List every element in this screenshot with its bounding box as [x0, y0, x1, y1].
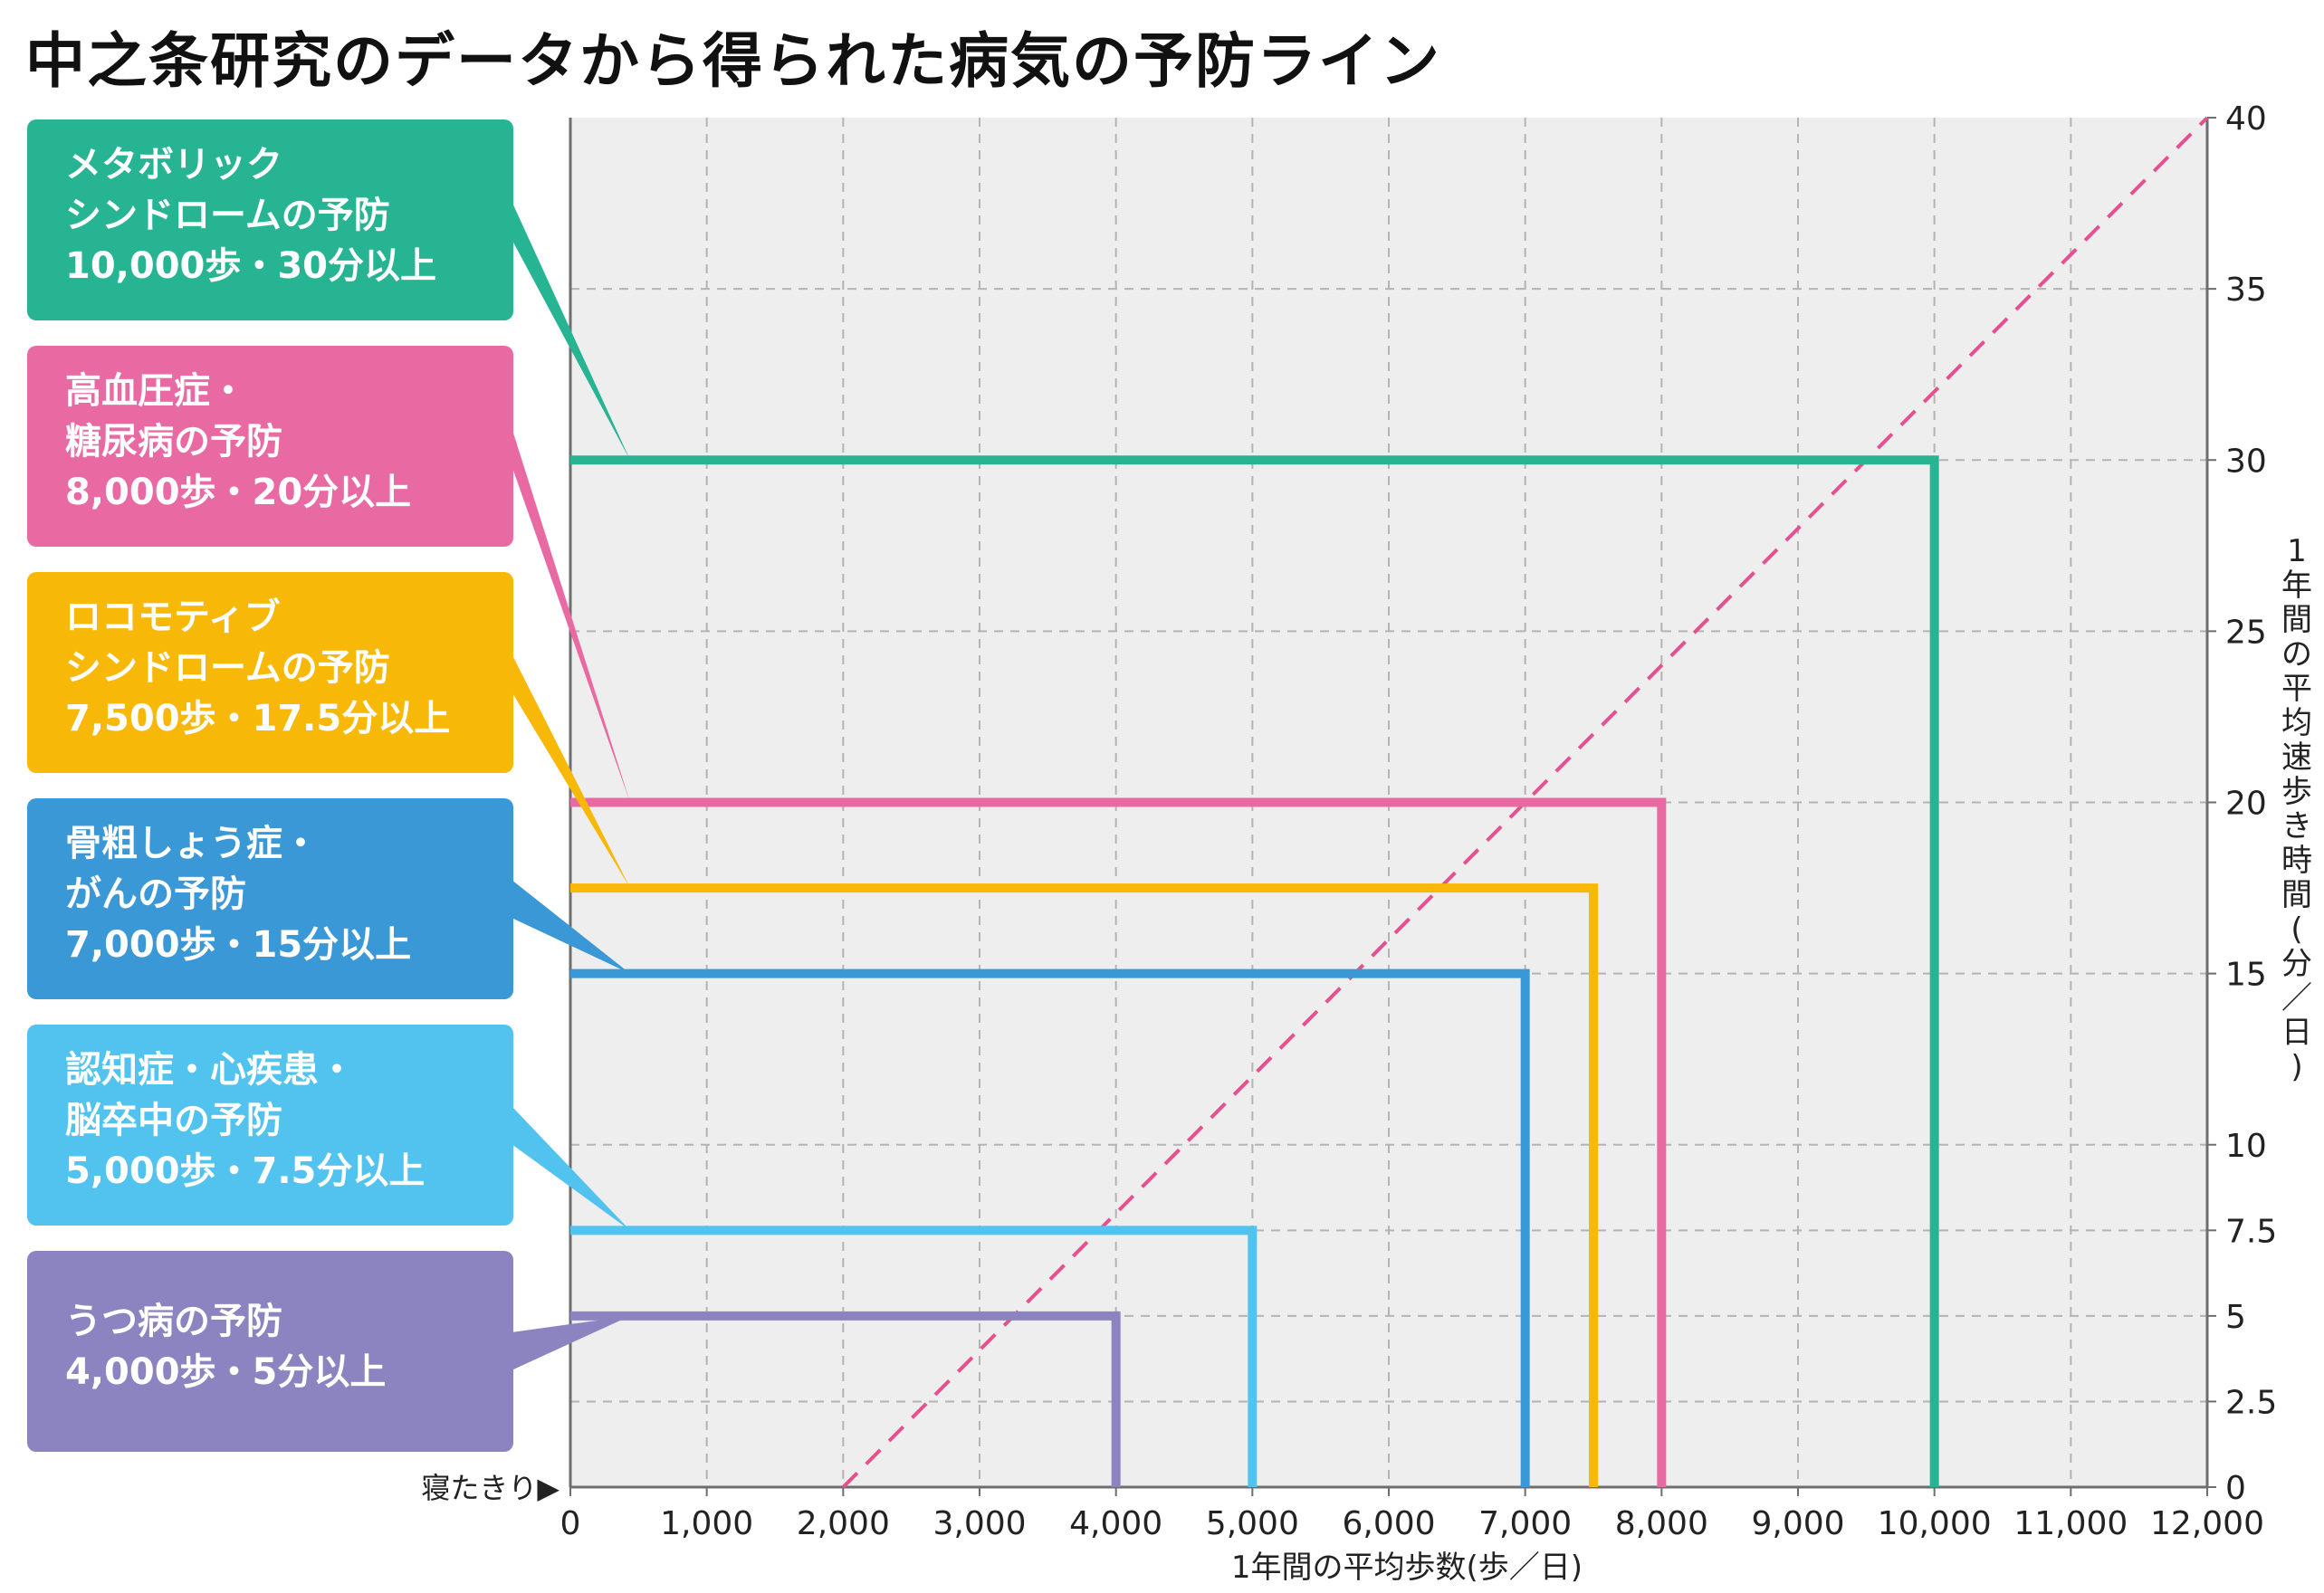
- x-tick-label: 7,000: [1478, 1505, 1572, 1542]
- legend-text-line: 高血圧症・: [65, 370, 246, 412]
- x-tick-label: 9,000: [1751, 1505, 1844, 1542]
- x-tick-label: 1,000: [660, 1505, 753, 1542]
- tick-labels: 0 1,000 2,000 3,000 4,000 5,000 6,000 7,000 8,00…: [421, 100, 2312, 1586]
- legend-pointer: [512, 427, 630, 803]
- legend-box: 骨粗しょう症・ がんの予防 7,000歩・15分以上: [27, 798, 513, 999]
- legend-text-line: シンドロームの予防: [65, 647, 390, 689]
- legend-box: 認知症・心疾患・ 脳卒中の予防 5,000歩・7.5分以上: [27, 1025, 513, 1226]
- y-axis-label: 1 年間の平均速歩き時間(分／日): [2281, 533, 2312, 1085]
- legend-text-line: 骨粗しょう症・: [65, 823, 319, 864]
- legend-text-line: 8,000歩・20分以上: [65, 472, 412, 513]
- legend-pointer: [512, 880, 630, 974]
- x-tick-label: 8,000: [1615, 1505, 1708, 1542]
- legend-box: ロコモティブシンドロームの予防 7,500歩・17.5分以上: [27, 572, 513, 773]
- legend-text-line: ロコモティブ: [65, 596, 281, 638]
- legend-text-line: 10,000歩・30分以上: [65, 245, 437, 287]
- x-tick-label: 3,000: [932, 1505, 1026, 1542]
- y-tick-label: 0: [2225, 1470, 2246, 1507]
- legend-text-line: がんの予防: [65, 873, 246, 915]
- x-tick-label: 0: [560, 1505, 581, 1542]
- legend-text-line: うつ病の予防: [65, 1301, 282, 1342]
- threshold-line: [570, 1311, 1121, 1487]
- legend-pointer: [512, 201, 630, 461]
- x-tick-label: 5,000: [1206, 1505, 1299, 1542]
- y-tick-label: 25: [2225, 614, 2267, 651]
- threshold-line: [570, 1226, 1258, 1487]
- legend-box: うつ病の予防 4,000歩・5分以上: [27, 1251, 513, 1452]
- legend-text-line: 脳卒中の予防: [65, 1100, 282, 1141]
- x-tick-label: 12,000: [2150, 1505, 2264, 1542]
- legend-text-line: 認知症・心疾患・: [65, 1049, 355, 1091]
- legend-text-line: 5,000歩・7.5分以上: [65, 1150, 426, 1192]
- x-axis-label: 1年間の平均歩数(歩／日): [1231, 1550, 1583, 1586]
- x-tick-label: 11,000: [2013, 1505, 2128, 1542]
- threshold-line: [570, 883, 1598, 1487]
- legend-text-line: 7,000歩・15分以上: [65, 924, 412, 966]
- threshold-line: [570, 455, 1939, 1487]
- legend-text-line: シンドロームの予防: [65, 195, 390, 236]
- threshold-line: [570, 968, 1530, 1487]
- y-tick-label: 10: [2225, 1128, 2267, 1165]
- legend-text-line: 7,500歩・17.5分以上: [65, 698, 451, 739]
- y-tick-label: 2.5: [2225, 1384, 2277, 1421]
- y-tick-label: 35: [2225, 272, 2267, 309]
- y-tick-label: 30: [2225, 443, 2267, 480]
- series-layer: [512, 116, 2209, 1489]
- x-tick-label: 6,000: [1342, 1505, 1435, 1542]
- x-tick-label: 2,000: [797, 1505, 890, 1542]
- legend-pointer: [512, 653, 630, 889]
- y-tick-label: 15: [2225, 957, 2267, 994]
- y-tick-label: 40: [2225, 100, 2267, 138]
- y-tick-label: 7.5: [2225, 1213, 2277, 1250]
- legend-text-line: メタボリック: [65, 144, 282, 186]
- threshold-line: [570, 797, 1667, 1487]
- chart-title: 中之条研究のデータから得られた病気の予防ライン: [25, 26, 1441, 96]
- legend-pointer: [512, 1106, 630, 1231]
- x-tick-label: 4,000: [1069, 1505, 1162, 1542]
- diagonal-reference-line: [841, 116, 2209, 1489]
- legend-text-line: 糖尿病の予防: [65, 421, 282, 463]
- legend-pointer: [512, 1315, 630, 1370]
- x-tick-label: 10,000: [1878, 1505, 1992, 1542]
- y-tick-label: 20: [2225, 786, 2267, 823]
- legend-box: メタボリックシンドロームの予防 10,000歩・30分以上: [27, 119, 513, 320]
- y-tick-label: 5: [2225, 1299, 2246, 1336]
- legend-box: 高血圧症・糖尿病の予防 8,000歩・20分以上: [27, 346, 513, 547]
- legend-text-line: 4,000歩・5分以上: [65, 1351, 387, 1393]
- x-start-label: 寝たきり▶: [421, 1471, 559, 1505]
